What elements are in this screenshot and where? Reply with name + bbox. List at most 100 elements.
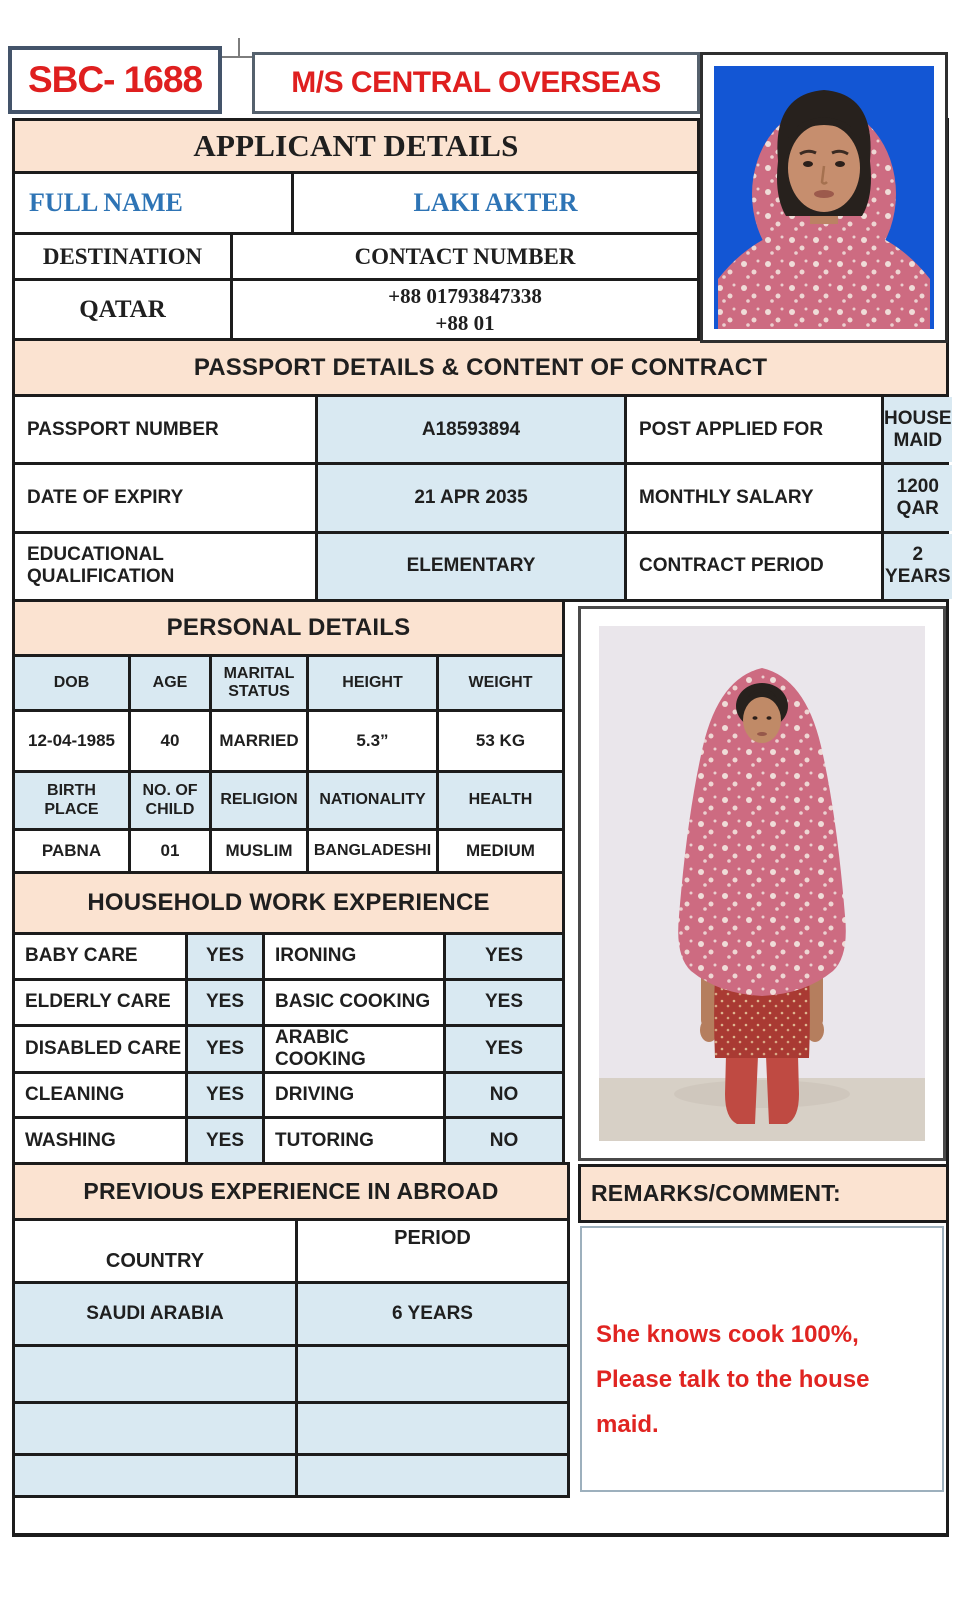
answer-washing: YES bbox=[188, 1119, 262, 1162]
agency-code-box: SBC- 1688 bbox=[8, 46, 222, 114]
answer-arabic-cooking: YES bbox=[446, 1026, 562, 1071]
answer-baby-care: YES bbox=[188, 935, 262, 978]
previous-exp-title: PREVIOUS EXPERIENCE IN ABROAD bbox=[83, 1178, 499, 1204]
prev-country-3 bbox=[15, 1404, 295, 1453]
dob-value: 12-04-1985 bbox=[15, 712, 128, 770]
frame-right-border bbox=[946, 118, 949, 1537]
prev-period-1: 6 YEARS bbox=[298, 1284, 567, 1344]
passport-number-label: PASSPORT NUMBER bbox=[15, 397, 315, 463]
skill-tutoring: TUTORING bbox=[265, 1119, 443, 1162]
full-name-label: FULL NAME bbox=[15, 174, 291, 232]
skill-ironing: IRONING bbox=[265, 935, 443, 978]
birth-place-label: BIRTH PLACE bbox=[15, 773, 128, 828]
monthly-salary-value: 1200 QAR bbox=[884, 465, 952, 531]
applicant-details-title: APPLICANT DETAILS bbox=[193, 128, 519, 163]
connector-line-v bbox=[238, 38, 240, 58]
education-value: ELEMENTARY bbox=[318, 533, 624, 599]
monthly-salary-label: MONTHLY SALARY bbox=[627, 465, 881, 531]
date-of-expiry-value: 21 APR 2035 bbox=[318, 465, 624, 531]
dob-label: DOB bbox=[15, 657, 128, 709]
contact-number-value: +88 01793847338 +88 01 bbox=[233, 281, 697, 338]
prev-period-4 bbox=[298, 1456, 567, 1495]
skill-disabled-care: DISABLED CARE bbox=[15, 1026, 185, 1071]
destination-label: DESTINATION bbox=[15, 235, 230, 278]
skill-driving: DRIVING bbox=[265, 1073, 443, 1117]
agency-code: SBC- 1688 bbox=[28, 59, 203, 100]
health-label: HEALTH bbox=[439, 773, 562, 828]
prev-country-2 bbox=[15, 1347, 295, 1401]
prev-country-4 bbox=[15, 1456, 295, 1495]
marital-label: MARITAL STATUS bbox=[212, 657, 306, 709]
contract-period-value: 2 YEARS bbox=[884, 533, 952, 599]
answer-cleaning: YES bbox=[188, 1073, 262, 1117]
full-name-row: FULL NAME LAKI AKTER bbox=[12, 171, 700, 235]
passport-photo bbox=[714, 66, 934, 329]
nationality-label: NATIONALITY bbox=[309, 773, 436, 828]
nationality-value: BANGLADESHI bbox=[309, 831, 436, 871]
post-applied-label: POST APPLIED FOR bbox=[627, 397, 881, 463]
age-label: AGE bbox=[131, 657, 209, 709]
education-label: EDUCATIONAL QUALIFICATION bbox=[15, 533, 315, 599]
no-of-child-value: 01 bbox=[131, 831, 209, 871]
passport-number-value: A18593894 bbox=[318, 397, 624, 463]
prev-period-3 bbox=[298, 1404, 567, 1453]
household-table: BABY CARE YES IRONING YES ELDERLY CARE Y… bbox=[12, 932, 565, 1165]
applicant-details-header: APPLICANT DETAILS bbox=[12, 118, 700, 174]
company-name-box: M/S CENTRAL OVERSEAS bbox=[252, 52, 700, 114]
prev-country-1: SAUDI ARABIA bbox=[15, 1284, 295, 1344]
passport-section-header: PASSPORT DETAILS & CONTENT OF CONTRACT bbox=[12, 338, 949, 397]
frame-left-border bbox=[12, 1495, 15, 1537]
personal-section-title: PERSONAL DETAILS bbox=[166, 614, 411, 641]
remarks-text: She knows cook 100%, Please talk to the … bbox=[596, 1321, 870, 1438]
religion-label: RELIGION bbox=[212, 773, 306, 828]
previous-exp-header: PREVIOUS EXPERIENCE IN ABROAD bbox=[12, 1162, 570, 1221]
religion-value: MUSLIM bbox=[212, 831, 306, 871]
post-applied-value: HOUSE MAID bbox=[884, 397, 952, 463]
passport-table: PASSPORT NUMBER A18593894 POST APPLIED F… bbox=[12, 394, 952, 602]
previous-exp-table: COUNTRY PERIOD SAUDI ARABIA 6 YEARS bbox=[12, 1218, 570, 1498]
contact-line-2: +88 01 bbox=[435, 310, 495, 335]
answer-basic-cooking: YES bbox=[446, 980, 562, 1024]
destination-value-row: QATAR +88 01793847338 +88 01 bbox=[12, 278, 700, 341]
no-of-child-label: NO. OF CHILD bbox=[131, 773, 209, 828]
skill-basic-cooking: BASIC COOKING bbox=[265, 980, 443, 1024]
skill-elderly-care: ELDERLY CARE bbox=[15, 980, 185, 1024]
marital-value: MARRIED bbox=[212, 712, 306, 770]
skill-cleaning: CLEANING bbox=[15, 1073, 185, 1117]
prev-period-2 bbox=[298, 1347, 567, 1401]
full-name-value: LAKI AKTER bbox=[294, 174, 697, 232]
contract-period-label: CONTRACT PERIOD bbox=[627, 533, 881, 599]
passport-photo-box bbox=[700, 52, 948, 343]
personal-table: DOB AGE MARITAL STATUS HEIGHT WEIGHT 12-… bbox=[12, 654, 565, 874]
contact-number-label: CONTACT NUMBER bbox=[233, 235, 697, 278]
connector-line-h bbox=[222, 56, 252, 58]
birth-place-value: PABNA bbox=[15, 831, 128, 871]
full-body-photo bbox=[599, 626, 925, 1141]
remarks-title: REMARKS/COMMENT: bbox=[591, 1180, 841, 1206]
destination-header-row: DESTINATION CONTACT NUMBER bbox=[12, 232, 700, 281]
passport-section-title: PASSPORT DETAILS & CONTENT OF CONTRACT bbox=[193, 353, 768, 381]
skill-arabic-cooking: ARABIC COOKING bbox=[265, 1026, 443, 1071]
destination-value: QATAR bbox=[15, 281, 230, 338]
remarks-box: She knows cook 100%, Please talk to the … bbox=[580, 1226, 944, 1492]
height-label: HEIGHT bbox=[309, 657, 436, 709]
health-value: MEDIUM bbox=[439, 831, 562, 871]
household-section-header: HOUSEHOLD WORK EXPERIENCE bbox=[12, 871, 565, 935]
answer-ironing: YES bbox=[446, 935, 562, 978]
company-name: M/S CENTRAL OVERSEAS bbox=[291, 66, 661, 99]
answer-driving: NO bbox=[446, 1073, 562, 1117]
weight-label: WEIGHT bbox=[439, 657, 562, 709]
remarks-header: REMARKS/COMMENT: bbox=[578, 1164, 949, 1223]
country-label: COUNTRY bbox=[15, 1221, 295, 1281]
height-value: 5.3” bbox=[309, 712, 436, 770]
answer-tutoring: NO bbox=[446, 1119, 562, 1162]
skill-washing: WASHING bbox=[15, 1119, 185, 1162]
frame-bottom-border bbox=[12, 1533, 949, 1537]
answer-elderly-care: YES bbox=[188, 980, 262, 1024]
weight-value: 53 KG bbox=[439, 712, 562, 770]
contact-line-1: +88 01793847338 bbox=[388, 284, 542, 309]
answer-disabled-care: YES bbox=[188, 1026, 262, 1071]
skill-baby-care: BABY CARE bbox=[15, 935, 185, 978]
household-section-title: HOUSEHOLD WORK EXPERIENCE bbox=[87, 889, 490, 916]
